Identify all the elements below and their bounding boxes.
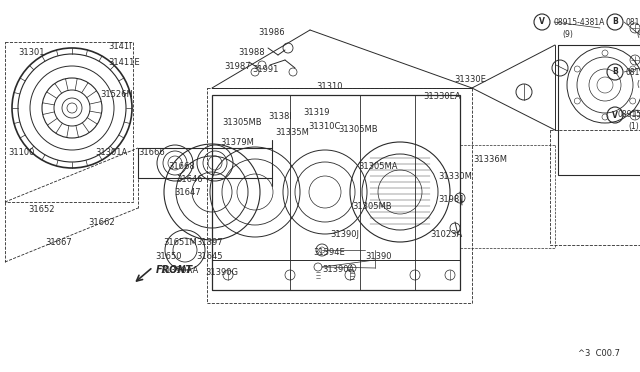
Text: V: V (612, 110, 618, 119)
Text: 3141l: 3141l (108, 42, 131, 51)
Text: (9): (9) (636, 30, 640, 39)
Text: 31646: 31646 (176, 175, 203, 184)
Text: 31645: 31645 (196, 252, 223, 261)
Text: 31319: 31319 (303, 108, 330, 117)
Text: 31310: 31310 (316, 82, 342, 91)
Text: 31336M: 31336M (473, 155, 507, 164)
Text: ^3  C00.7: ^3 C00.7 (578, 349, 620, 358)
Text: 31390A: 31390A (322, 265, 355, 274)
Text: 08170-8451A: 08170-8451A (626, 68, 640, 77)
Text: 31397: 31397 (196, 238, 223, 247)
Text: 08915-4381A: 08915-4381A (553, 18, 604, 27)
Text: 31651M: 31651M (163, 238, 196, 247)
Text: (9): (9) (562, 30, 573, 39)
Text: 31526N: 31526N (100, 90, 133, 99)
Text: 31668: 31668 (168, 162, 195, 171)
Text: 31305MB: 31305MB (352, 202, 392, 211)
Text: 08170-8451A: 08170-8451A (626, 18, 640, 27)
Bar (212, 95, 460, 290)
Bar (550, 130, 640, 245)
Text: 31987: 31987 (224, 62, 251, 71)
Bar (558, 45, 640, 175)
Text: 31310C: 31310C (308, 122, 340, 131)
Text: 31981: 31981 (438, 195, 465, 204)
Text: (1): (1) (636, 80, 640, 89)
Text: 31301: 31301 (18, 48, 45, 57)
Text: 31390AA: 31390AA (160, 266, 198, 275)
Text: 31667: 31667 (45, 238, 72, 247)
Text: 31647: 31647 (174, 188, 200, 197)
Text: 31988: 31988 (238, 48, 264, 57)
Text: 31662: 31662 (88, 218, 115, 227)
Text: (1): (1) (628, 122, 639, 131)
Text: 31379M: 31379M (220, 138, 254, 147)
Text: 08915-4381A: 08915-4381A (618, 110, 640, 119)
Bar (207, 88, 472, 303)
Text: 31100: 31100 (8, 148, 35, 157)
Text: 31991: 31991 (252, 65, 278, 74)
Text: 31330E: 31330E (454, 75, 486, 84)
Text: 3138l: 3138l (268, 112, 292, 121)
Text: V: V (539, 17, 545, 26)
Text: 31335M: 31335M (275, 128, 309, 137)
Text: 31666: 31666 (138, 148, 164, 157)
Bar (5, 42, 133, 202)
Text: 31023A: 31023A (430, 230, 462, 239)
Text: 31390G: 31390G (205, 268, 238, 277)
Text: 31305MB: 31305MB (338, 125, 378, 134)
Text: 31301A: 31301A (95, 148, 127, 157)
Text: 31652: 31652 (28, 205, 54, 214)
Text: B: B (612, 17, 618, 26)
Text: 31390J: 31390J (330, 230, 359, 239)
Text: 31305MA: 31305MA (358, 162, 397, 171)
Text: 31650: 31650 (155, 252, 182, 261)
Text: FRONT: FRONT (156, 265, 193, 275)
Text: 31411E: 31411E (108, 58, 140, 67)
Text: 31330M: 31330M (438, 172, 472, 181)
Text: 31394E: 31394E (313, 248, 345, 257)
Text: 31330EA: 31330EA (423, 92, 461, 101)
Text: 31986: 31986 (258, 28, 285, 37)
Text: B: B (612, 67, 618, 77)
Text: 31305MB: 31305MB (222, 118, 262, 127)
Text: 31390: 31390 (365, 252, 392, 261)
Bar (212, 260, 460, 290)
